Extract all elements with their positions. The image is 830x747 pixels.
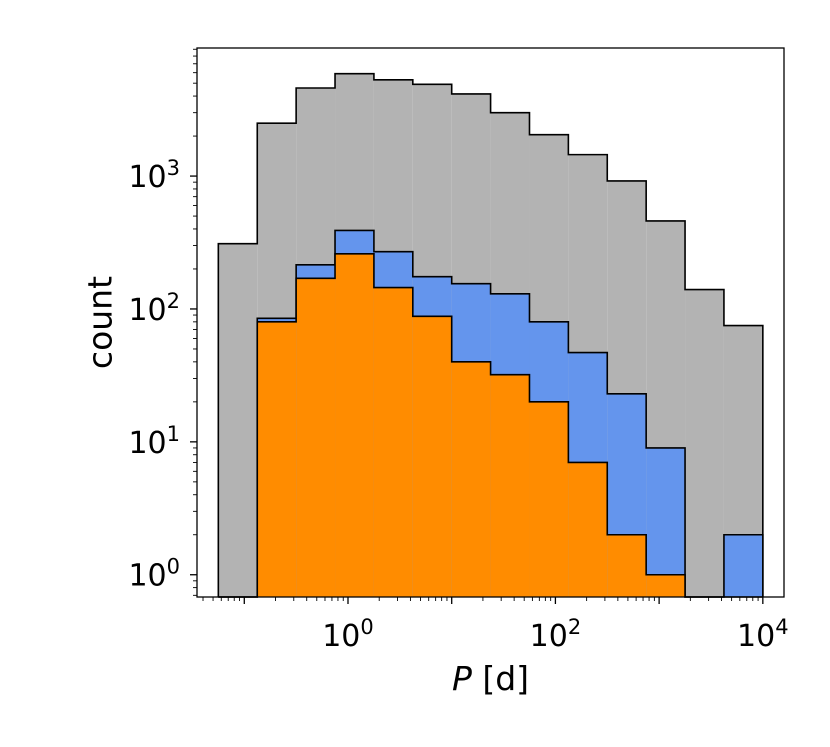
x-axis-label-symbol: P [452,659,472,698]
series-3-bar-7 [451,361,491,597]
y-axis-label: count [81,276,120,369]
plot-frame [196,47,785,598]
series-3-bar-4 [335,253,374,598]
x-axis-label: P [d] [452,659,529,698]
series-3-bar-5 [373,287,413,597]
x-axis-label-unit: [d] [472,659,529,698]
x-tick-label-3: 104 [737,615,789,654]
series-2-bar-12 [646,447,686,597]
series-3-bar-3 [296,278,336,597]
series-3-bar-12 [646,574,686,597]
series-3-bar-10 [568,462,608,597]
axis-ticks: 100 102 104 100 101 102 103 [128,48,789,654]
series-3-outline [218,253,763,598]
series-3-bar-6 [412,316,452,597]
series-3-bar-9 [529,401,569,597]
x-tick-label-1: 100 [322,615,374,654]
series-3-bar-11 [607,534,647,597]
y-tick-label-4: 103 [128,156,180,195]
series-1-outline [217,72,764,597]
series-1-bar-13 [685,289,724,597]
y-tick-label-3: 102 [128,289,180,328]
y-tick-label-2: 101 [128,422,180,461]
series-1-bar-1 [218,243,258,597]
y-tick-label-1: 100 [128,555,180,594]
x-tick-label-2: 102 [530,615,582,654]
histogram-bars [217,72,764,598]
series-3-bar-2 [257,321,297,597]
series-2-bar-14 [723,534,763,597]
series-2-outline [218,229,764,598]
series-3-bar-8 [490,374,530,597]
